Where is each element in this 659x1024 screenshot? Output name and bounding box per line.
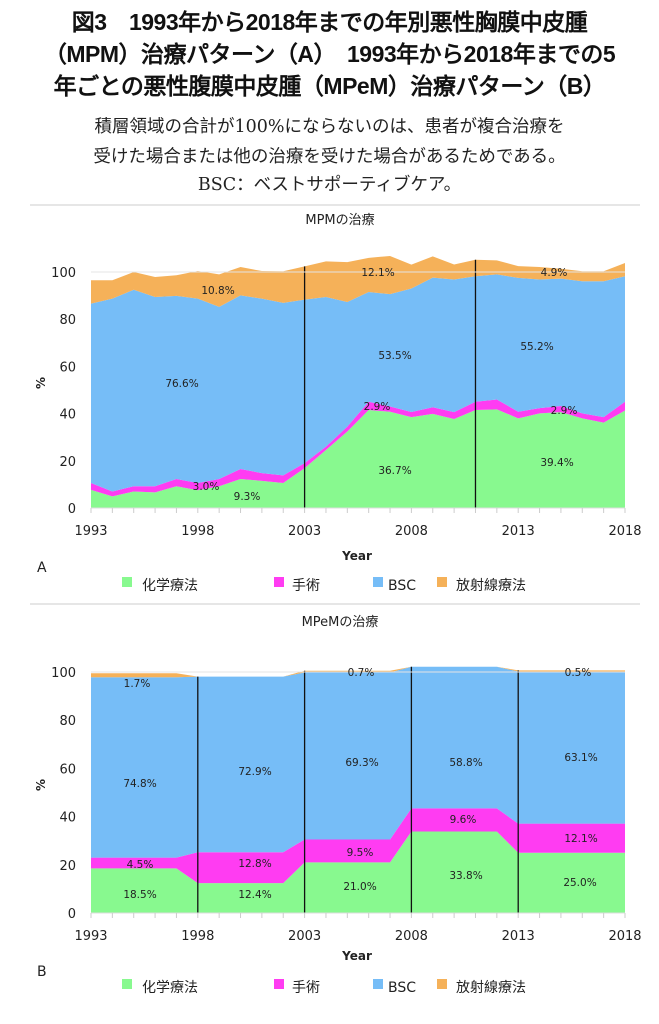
- y-tick-label: 0: [68, 502, 76, 517]
- x-tick-label: 1993: [74, 524, 107, 539]
- figure-title-line-2: （MPM）治療パターン（A） 1993年から2018年までの5: [43, 41, 616, 67]
- y-axis-label: %: [34, 779, 48, 791]
- annotation-surgery-p3: 9.5%: [347, 847, 374, 859]
- y-tick-label: 20: [59, 455, 76, 470]
- x-tick-label: 2018: [608, 929, 641, 944]
- caption-line-3: BSC：ベストサポーティブケア。: [197, 175, 462, 195]
- annotation-bsc-3: 55.2%: [520, 341, 553, 353]
- x-tick-label: 2018: [608, 524, 641, 539]
- y-tick-label: 20: [59, 859, 76, 874]
- annotation-surgery-p5: 12.1%: [564, 833, 597, 845]
- area-chemo: [91, 831, 625, 913]
- annotation-chemo-p3: 21.0%: [343, 881, 376, 893]
- y-tick-label: 60: [59, 360, 76, 375]
- legend: 化学療法 手術 BSC 放射線療法: [122, 979, 526, 996]
- annotation-radiation-3: 4.9%: [541, 267, 568, 279]
- legend-swatch-bsc: [373, 577, 383, 587]
- annotation-radiation-2: 12.1%: [361, 267, 394, 279]
- annotation-chemo-p1: 18.5%: [123, 889, 156, 901]
- legend-label-radiation: 放射線療法: [456, 577, 526, 594]
- annotation-chemo-2: 36.7%: [378, 465, 411, 477]
- annotation-bsc-p5: 63.1%: [564, 752, 597, 764]
- y-tick-label: 0: [68, 907, 76, 922]
- annotation-surgery-p2: 12.8%: [238, 858, 271, 870]
- x-tick-label: 2008: [395, 929, 428, 944]
- x-tick-label: 1993: [74, 929, 107, 944]
- x-tick-label: 1998: [181, 929, 214, 944]
- y-tick-label: 40: [59, 408, 76, 423]
- area-bsc: [91, 666, 625, 858]
- annotation-bsc-p2: 72.9%: [238, 766, 271, 778]
- annotation-surgery-1: 3.0%: [193, 481, 220, 493]
- annotation-surgery-3: 2.9%: [551, 405, 578, 417]
- chart-a-mpm: MPMの治療 0 20 40 60 80 100 1993 1998 2003 2008 2013…: [30, 204, 642, 594]
- x-tick-label: 1998: [181, 524, 214, 539]
- annotation-chemo-3: 39.4%: [540, 457, 573, 469]
- legend: 化学療法 手術 BSC 放射線療法: [122, 577, 526, 594]
- annotation-surgery-p4: 9.6%: [450, 814, 477, 826]
- legend-label-bsc: BSC: [388, 578, 416, 594]
- legend-swatch-bsc: [373, 979, 383, 989]
- chart-b-mpem: MPeMの治療 0 20 40 60 80 100 1993 1998 2003 2008 201…: [30, 603, 642, 996]
- annotation-chemo-p4: 33.8%: [449, 870, 482, 882]
- legend-label-bsc: BSC: [388, 980, 416, 996]
- annotation-surgery-p1: 4.5%: [127, 859, 154, 871]
- legend-swatch-surgery: [274, 979, 284, 989]
- legend-label-surgery: 手術: [292, 980, 320, 996]
- y-tick-label: 100: [51, 266, 76, 281]
- x-tick-label: 2008: [395, 524, 428, 539]
- area-bsc: [91, 274, 625, 492]
- annotation-bsc-p4: 58.8%: [449, 757, 482, 769]
- x-tick-label: 2003: [288, 929, 321, 944]
- annotation-bsc-p1: 74.8%: [123, 778, 156, 790]
- legend-swatch-radiation: [437, 577, 447, 587]
- figure-title-line-3: 年ごとの悪性腹膜中皮腫（MPeM）治療パターン（B）: [53, 73, 606, 99]
- annotation-radiation-p1: 1.7%: [124, 678, 151, 690]
- legend-label-surgery: 手術: [292, 578, 320, 594]
- legend-swatch-surgery: [274, 577, 284, 587]
- panel-label-b: B: [37, 964, 47, 980]
- y-tick-label: 60: [59, 762, 76, 777]
- y-tick-label: 100: [51, 666, 76, 681]
- panel-label-a: A: [37, 560, 47, 576]
- annotation-chemo-p2: 12.4%: [238, 889, 271, 901]
- y-tick-label: 80: [59, 313, 76, 328]
- figure-title-line-1: 図3 1993年から2018年までの年別悪性胸膜中皮腫: [71, 9, 588, 35]
- y-tick-label: 40: [59, 811, 76, 826]
- annotation-chemo-p5: 25.0%: [563, 877, 596, 889]
- annotation-bsc-1: 76.6%: [165, 378, 198, 390]
- y-tick-label: 80: [59, 714, 76, 729]
- annotation-radiation-1: 10.8%: [201, 285, 234, 297]
- legend-label-chemo: 化学療法: [142, 979, 198, 996]
- y-axis-label: %: [34, 377, 48, 389]
- annotation-surgery-2: 2.9%: [364, 401, 391, 413]
- area-surgery: [91, 399, 625, 497]
- x-tick-label: 2013: [502, 524, 535, 539]
- legend-label-radiation: 放射線療法: [456, 979, 526, 996]
- legend-swatch-chemo: [122, 577, 132, 587]
- annotation-bsc-2: 53.5%: [378, 350, 411, 362]
- legend-label-chemo: 化学療法: [142, 577, 198, 594]
- area-radiation: [91, 255, 625, 307]
- x-axis-label: Year: [341, 949, 372, 963]
- x-tick-label: 2013: [502, 929, 535, 944]
- x-axis-label: Year: [341, 549, 372, 563]
- area-surgery: [91, 808, 625, 884]
- legend-swatch-chemo: [122, 979, 132, 989]
- area-chemo: [91, 409, 625, 508]
- annotation-radiation-p5: 0.5%: [565, 667, 592, 679]
- annotation-chemo-1: 9.3%: [234, 491, 261, 503]
- chart-title: MPeMの治療: [302, 615, 379, 630]
- caption-line-1: 積層領域の合計が100%にならないのは、患者が複合治療を: [94, 117, 565, 137]
- caption-line-2: 受けた場合または他の治療を受けた場合があるためである。: [93, 147, 566, 167]
- chart-title: MPMの治療: [305, 213, 374, 228]
- legend-swatch-radiation: [437, 979, 447, 989]
- annotation-radiation-p3: 0.7%: [348, 667, 375, 679]
- x-tick-label: 2003: [288, 524, 321, 539]
- annotation-bsc-p3: 69.3%: [345, 757, 378, 769]
